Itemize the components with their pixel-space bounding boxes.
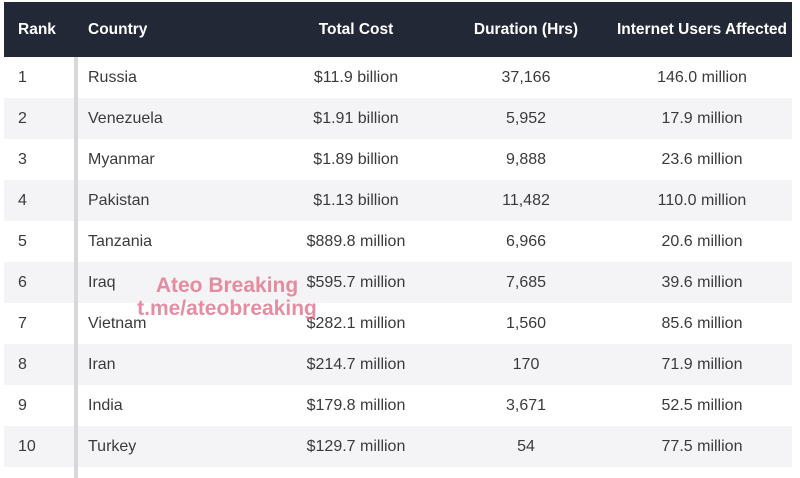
cell-rank: 10: [18, 437, 36, 455]
rank-column-divider: [74, 57, 78, 478]
cell-users-affected: 110.0 million: [657, 191, 747, 209]
cell-total-cost: $129.7 million: [306, 437, 406, 455]
column-header-duration: Duration (Hrs): [473, 21, 579, 38]
cell-rank: 2: [18, 109, 27, 127]
cell-users-affected: 77.5 million: [661, 437, 743, 455]
cell-duration: 1,560: [505, 314, 547, 332]
cell-rank: 6: [18, 273, 27, 291]
cell-rank: 8: [18, 355, 27, 373]
table-row: 10 Turkey $129.7 million 54 77.5 million: [4, 426, 792, 467]
cell-total-cost: $11.9 billion: [313, 68, 399, 86]
cell-country: Tanzania: [88, 232, 153, 250]
data-table: Rank Country Total Cost Duration (Hrs) I…: [4, 2, 792, 467]
column-header-rank: Rank: [18, 21, 56, 38]
cell-country: Turkey: [88, 437, 137, 455]
cell-country: Pakistan: [88, 191, 150, 209]
table-row: 6 Iraq $595.7 million 7,685 39.6 million: [4, 262, 792, 303]
column-header-users-affected: Internet Users Affected: [617, 21, 787, 38]
table-header-row: Rank Country Total Cost Duration (Hrs) I…: [4, 2, 792, 57]
column-header-country: Country: [88, 21, 148, 38]
cell-duration: 6,966: [505, 232, 547, 250]
cell-duration: 37,166: [501, 68, 551, 86]
cell-duration: 5,952: [505, 109, 547, 127]
cell-duration: 9,888: [505, 150, 547, 168]
cell-country: Myanmar: [88, 150, 155, 168]
table-row: 8 Iran $214.7 million 170 71.9 million: [4, 344, 792, 385]
cell-duration: 7,685: [505, 273, 547, 291]
table-row: 3 Myanmar $1.89 billion 9,888 23.6 milli…: [4, 139, 792, 180]
cell-rank: 5: [18, 232, 27, 250]
cell-total-cost: $1.89 billion: [313, 150, 399, 168]
cell-users-affected: 23.6 million: [661, 150, 743, 168]
cell-country: India: [88, 396, 123, 414]
cell-users-affected: 85.6 million: [661, 314, 743, 332]
table-row: 5 Tanzania $889.8 million 6,966 20.6 mil…: [4, 221, 792, 262]
table-row: 1 Russia $11.9 billion 37,166 146.0 mill…: [4, 57, 792, 98]
cell-rank: 3: [18, 150, 27, 168]
table-row: 4 Pakistan $1.13 billion 11,482 110.0 mi…: [4, 180, 792, 221]
cell-rank: 7: [18, 314, 27, 332]
column-header-total-cost: Total Cost: [318, 21, 394, 38]
cell-total-cost: $179.8 million: [306, 396, 406, 414]
cell-total-cost: $595.7 million: [306, 273, 406, 291]
table-row: 9 India $179.8 million 3,671 52.5 millio…: [4, 385, 792, 426]
table-row: 2 Venezuela $1.91 billion 5,952 17.9 mil…: [4, 98, 792, 139]
cell-duration: 170: [512, 355, 540, 373]
cell-users-affected: 146.0 million: [657, 68, 747, 86]
cell-total-cost: $282.1 million: [306, 314, 406, 332]
cell-country: Iraq: [88, 273, 116, 291]
cell-duration: 54: [517, 437, 535, 455]
cell-total-cost: $214.7 million: [306, 355, 406, 373]
cell-users-affected: 52.5 million: [661, 396, 743, 414]
cell-rank: 1: [18, 68, 27, 86]
cell-users-affected: 39.6 million: [661, 273, 743, 291]
cell-country: Vietnam: [88, 314, 147, 332]
cell-users-affected: 71.9 million: [661, 355, 743, 373]
cell-total-cost: $889.8 million: [306, 232, 406, 250]
cell-total-cost: $1.91 billion: [313, 109, 399, 127]
cell-users-affected: 17.9 million: [661, 109, 743, 127]
table-row: 7 Vietnam $282.1 million 1,560 85.6 mill…: [4, 303, 792, 344]
cell-total-cost: $1.13 billion: [313, 191, 399, 209]
cell-rank: 9: [18, 396, 27, 414]
cell-rank: 4: [18, 191, 27, 209]
cell-country: Russia: [88, 68, 137, 86]
cell-duration: 11,482: [502, 191, 550, 209]
cell-country: Iran: [88, 355, 116, 373]
cell-country: Venezuela: [88, 109, 163, 127]
cell-duration: 3,671: [505, 396, 547, 414]
table-body: 1 Russia $11.9 billion 37,166 146.0 mill…: [4, 57, 792, 467]
cell-users-affected: 20.6 million: [661, 232, 743, 250]
